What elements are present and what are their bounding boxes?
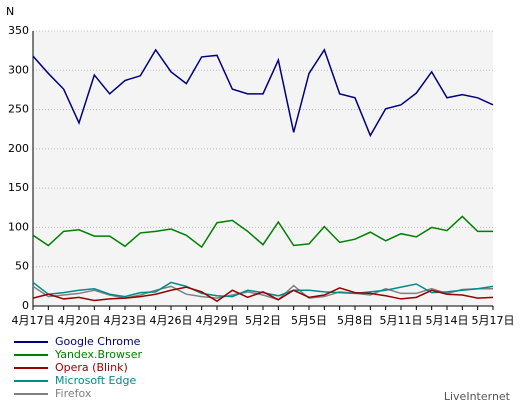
x-tick-label: 4月26日 [150,314,193,327]
x-tick-label: 4月23日 [104,314,147,327]
legend-label: Google Chrome [55,335,141,348]
y-tick-label: 50 [15,260,29,273]
y-tick-label: 100 [8,220,29,233]
x-tick-label: 4月20日 [58,314,101,327]
legend-label: Microsoft Edge [55,374,136,387]
x-tick-label: 4月17日 [12,314,55,327]
x-tick-label: 5月11日 [380,314,423,327]
legend-label: Opera (Blink) [55,361,128,374]
y-tick-label: 300 [8,63,29,76]
x-tick-label: 5月5日 [291,314,327,327]
plot-area [33,31,493,306]
series-line [32,284,493,301]
y-tick-label: 0 [22,299,29,312]
watermark: LiveInternet [444,390,511,403]
x-tick-label: 4月29日 [196,314,239,327]
series-line [32,286,494,303]
series-line [32,48,494,138]
y-axis-label: N [6,5,14,18]
x-tick-label: 5月2日 [245,314,281,327]
legend-label: Firefox [55,387,92,400]
legend-label: Yandex.Browser [54,348,143,361]
series-line [32,215,493,249]
x-tick-label: 5月17日 [472,314,515,327]
y-tick-label: 150 [8,181,29,194]
y-tick-label: 250 [8,103,29,116]
y-tick-label: 350 [8,24,29,37]
x-tick-label: 5月8日 [337,314,373,327]
y-tick-label: 200 [8,142,29,155]
x-tick-label: 5月14日 [426,314,469,327]
